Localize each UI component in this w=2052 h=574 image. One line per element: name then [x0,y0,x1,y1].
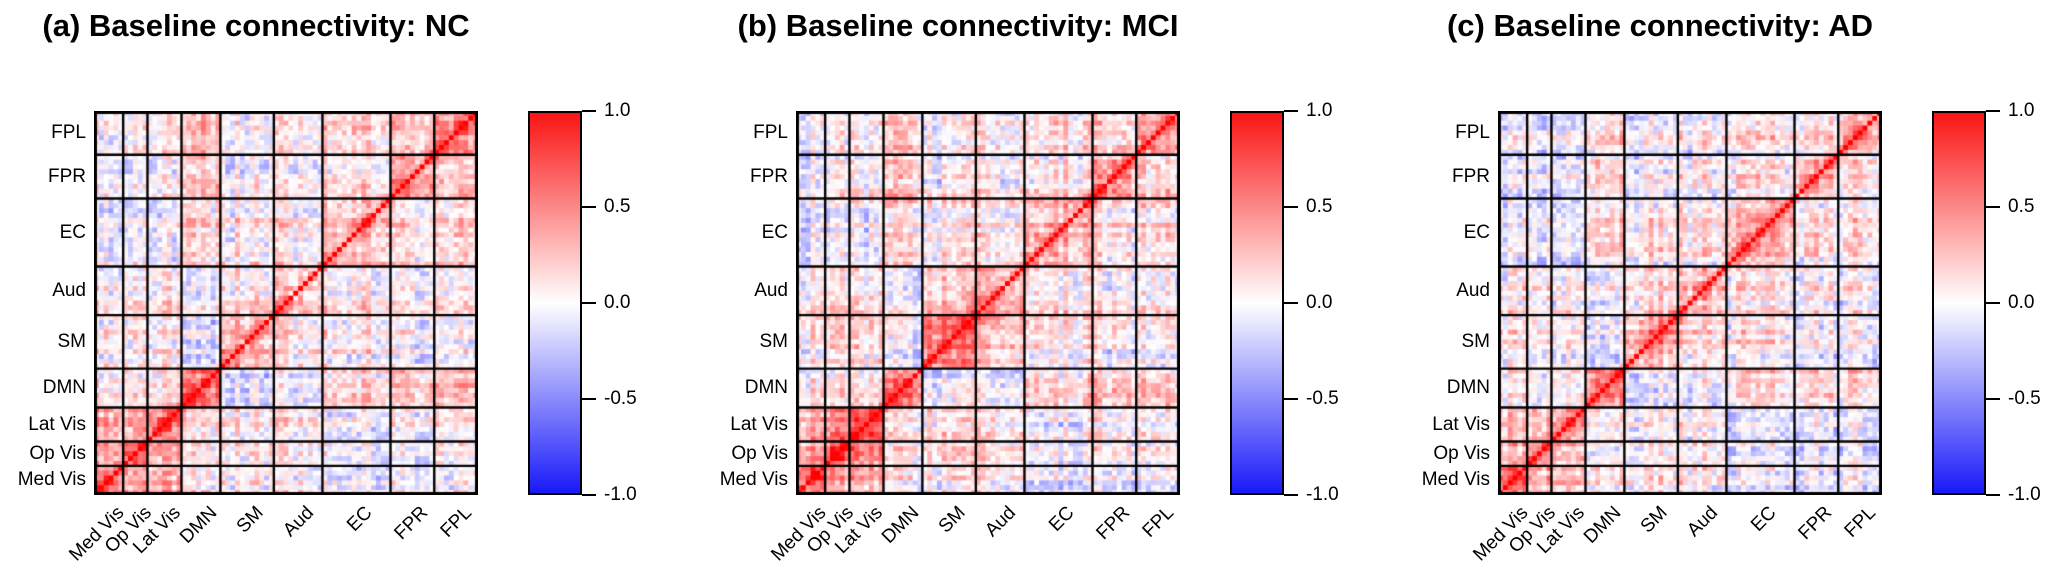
colorbar-tick-label: 1.0 [604,100,631,121]
colorbar-gradient [528,111,582,495]
colorbar-tick [1986,302,2000,304]
colorbar-tick-label: 0.0 [1306,292,1333,313]
x-label-aud: Aud [279,502,319,542]
y-label-ec: EC [761,221,788,243]
colorbar-tick-label: 0.5 [1306,196,1333,217]
panel-title-ad: (c) Baseline connectivity: AD [1446,8,1874,43]
x-label-dmn: DMN [877,502,924,548]
colorbar-tick-label: -0.5 [604,388,637,409]
y-label-med-vis: Med Vis [17,469,86,491]
colorbar: 1.0 0.5 0.0 -0.5 -1.0 [1230,100,1339,505]
x-label-ec: EC [1045,502,1079,536]
correlation-matrix-canvas-ad [1498,111,1882,495]
y-label-aud: Aud [52,279,86,301]
y-label-fpl: FPL [1455,121,1490,143]
x-label-sm: SM [1636,502,1672,538]
colorbar-tick [1986,110,2000,112]
x-label-dmn: DMN [1579,502,1626,548]
y-label-med-vis: Med Vis [1421,469,1490,491]
colorbar-tick [1986,206,2000,208]
y-label-ec: EC [59,221,86,243]
colorbar: 1.0 0.5 0.0 -0.5 -1.0 [528,100,637,505]
y-label-fpr: FPR [1452,165,1490,187]
colorbar-tick-label: 0.5 [604,196,631,217]
colorbar-tick [582,494,596,496]
y-label-op-vis: Op Vis [29,442,86,464]
colorbar-tick [1986,494,2000,496]
y-label-fpr: FPR [48,165,86,187]
x-label-aud: Aud [981,502,1021,542]
y-label-med-vis: Med Vis [719,469,788,491]
y-label-sm: SM [1461,330,1491,352]
colorbar-tick [1986,398,2000,400]
colorbar-gradient [1230,111,1284,495]
y-label-sm: SM [57,330,87,352]
x-label-fpr: FPR [1092,502,1135,545]
x-label-fpl: FPL [1840,502,1881,542]
x-label-fpl: FPL [436,502,477,542]
colorbar-tick [1284,494,1298,496]
colorbar-tick [1284,206,1298,208]
colorbar-tick-label: -0.5 [2008,388,2041,409]
y-label-sm: SM [759,330,789,352]
panel-title-nc: (a) Baseline connectivity: NC [42,8,470,43]
colorbar-tick [582,302,596,304]
y-label-lat-vis: Lat Vis [28,413,86,435]
colorbar-tick [582,206,596,208]
y-label-aud: Aud [754,279,788,301]
x-label-dmn: DMN [175,502,222,548]
panel-title-mci: (b) Baseline connectivity: MCI [737,8,1179,43]
colorbar-tick-label: 0.5 [2008,196,2035,217]
y-label-aud: Aud [1456,279,1490,301]
x-label-aud: Aud [1683,502,1723,542]
colorbar-tick-label: -1.0 [1306,484,1339,505]
x-label-ec: EC [1747,502,1781,536]
colorbar-tick-label: -1.0 [2008,484,2041,505]
y-label-ec: EC [1463,221,1490,243]
colorbar-tick [1284,398,1298,400]
colorbar-tick-label: -1.0 [604,484,637,505]
colorbar-tick-label: 1.0 [2008,100,2035,121]
panel-mci: (b) Baseline connectivity: MCI FPL FPR EC A… [702,0,1386,574]
colorbar-gradient [1932,111,1986,495]
x-label-fpl: FPL [1138,502,1179,542]
y-label-op-vis: Op Vis [1433,442,1490,464]
colorbar-tick-label: 1.0 [1306,100,1333,121]
y-label-fpr: FPR [750,165,788,187]
correlation-matrix-canvas-nc [94,111,478,495]
colorbar-tick-label: 0.0 [2008,292,2035,313]
y-label-fpl: FPL [753,121,788,143]
x-label-ec: EC [343,502,377,536]
panel-nc: (a) Baseline connectivity: NC FPL FPR EC Au… [0,0,684,574]
correlation-matrix-canvas-mci [796,111,1180,495]
y-label-lat-vis: Lat Vis [730,413,788,435]
x-label-fpr: FPR [390,502,433,545]
colorbar-tick [1284,110,1298,112]
colorbar-tick [1284,302,1298,304]
colorbar-tick [582,398,596,400]
panel-ad: (c) Baseline connectivity: AD FPL FPR EC Au… [1404,0,2052,574]
x-label-sm: SM [934,502,970,538]
colorbar-tick [582,110,596,112]
y-label-dmn: DMN [42,377,86,399]
x-label-sm: SM [232,502,268,538]
colorbar: 1.0 0.5 0.0 -0.5 -1.0 [1932,100,2041,505]
x-label-fpr: FPR [1794,502,1837,545]
y-label-dmn: DMN [744,377,788,399]
y-label-lat-vis: Lat Vis [1432,413,1490,435]
colorbar-tick-label: -0.5 [1306,388,1339,409]
colorbar-tick-label: 0.0 [604,292,631,313]
y-label-dmn: DMN [1446,377,1490,399]
y-label-op-vis: Op Vis [731,442,788,464]
y-label-fpl: FPL [51,121,86,143]
